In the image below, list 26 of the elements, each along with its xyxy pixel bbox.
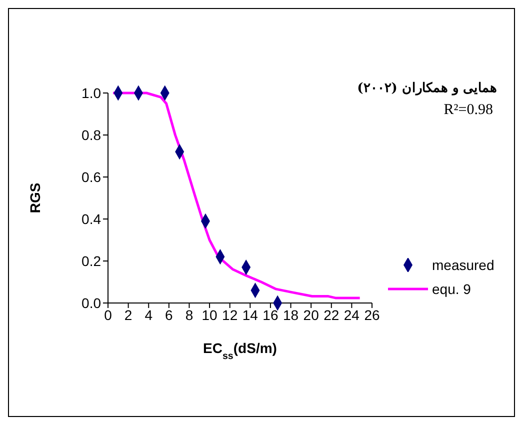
x-axis-title: EC$_{ss}$(dS/m) bbox=[203, 340, 277, 362]
x-tick-label: 0 bbox=[104, 306, 112, 323]
y-tick-label: 1.0 bbox=[82, 84, 102, 101]
x-tick-label: 26 bbox=[364, 306, 380, 323]
x-tick-label: 10 bbox=[202, 306, 218, 323]
y-tick-label: 0.4 bbox=[82, 210, 102, 227]
x-tick-label: 20 bbox=[303, 306, 320, 323]
legend-label: equ. 9 bbox=[432, 281, 471, 297]
x-tick-label: 22 bbox=[324, 306, 340, 323]
text: همایی و همکاران (۲۰۰۲) bbox=[357, 80, 497, 96]
x-tick-label: 8 bbox=[185, 306, 194, 323]
y-tick-label: 0.8 bbox=[82, 126, 102, 143]
x-tick-label: 12 bbox=[222, 306, 238, 323]
x-tick-label: 14 bbox=[242, 306, 258, 323]
x-tick-label: 24 bbox=[344, 306, 360, 323]
legend-label: measured bbox=[432, 257, 494, 273]
x-tick-label: 18 bbox=[282, 306, 299, 323]
x-tick-label: 16 bbox=[262, 306, 278, 323]
y-tick-label: 0.6 bbox=[82, 168, 102, 185]
y-tick-label: 0.0 bbox=[82, 294, 102, 311]
y-tick-label: 0.2 bbox=[82, 252, 102, 269]
text: R²=0.98 bbox=[444, 102, 493, 119]
x-tick-label: 6 bbox=[165, 306, 174, 323]
x-tick-label: 4 bbox=[144, 306, 153, 323]
x-tick-label: 2 bbox=[124, 306, 132, 323]
y-axis-title: RGS bbox=[27, 182, 43, 214]
